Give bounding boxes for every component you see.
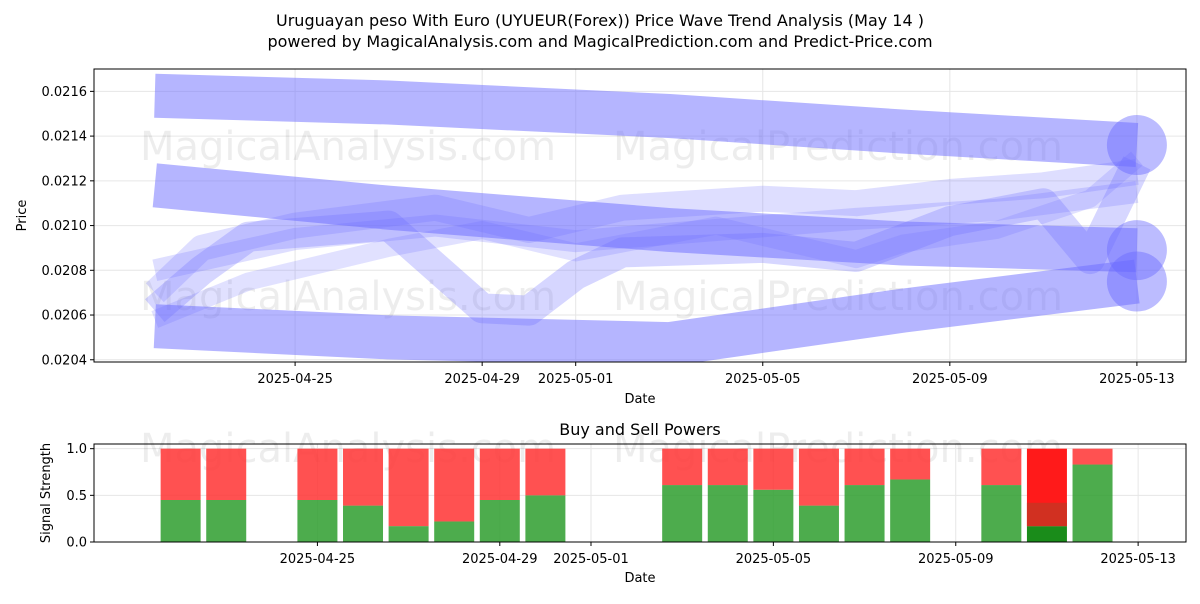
price-ytick-label-2: 0.0208 <box>42 264 88 279</box>
price-ytick-label-5: 0.0214 <box>42 130 88 145</box>
price-ytick-label-0: 0.0204 <box>42 353 88 368</box>
sell-bar-3 <box>343 448 384 506</box>
wave-band-2 <box>153 259 1140 362</box>
buy-bar-5 <box>434 521 475 542</box>
buy-bar-13 <box>890 479 931 542</box>
watermark-top-1: MagicalAnalysis.com <box>140 124 556 170</box>
sell-bar-0 <box>160 448 201 500</box>
buy-bar-11 <box>798 505 839 542</box>
power-ytick-label-0: 0.0 <box>66 536 87 551</box>
price-plot-area <box>145 73 1167 362</box>
sell-bar-1 <box>206 448 247 500</box>
wave-band-6 <box>151 151 1143 328</box>
buy-bar-4 <box>388 526 429 542</box>
price-xtick-label-1: 2025-04-29 <box>444 372 520 387</box>
buy-bar-2 <box>297 500 338 542</box>
buy-bar-9 <box>707 485 748 542</box>
wave-band-5 <box>152 181 1139 282</box>
buy-bar-8 <box>662 485 703 542</box>
buy-bar-0 <box>160 500 201 542</box>
buy-sell-chart: MagicalAnalysis.comMagicalPrediction.com… <box>39 420 1187 586</box>
price-xtick-label-4: 2025-05-09 <box>912 372 988 387</box>
sell-bar-6 <box>479 448 520 500</box>
wave-end-cap-2 <box>1106 251 1167 312</box>
price-xaxis-label: Date <box>624 392 655 407</box>
sell-bar-16 <box>1072 448 1113 465</box>
buy-bar-6 <box>479 500 520 542</box>
power-ytick-label-1: 0.5 <box>66 489 87 504</box>
buy-bar-3 <box>343 505 384 542</box>
power-xtick-label-5: 2025-05-13 <box>1100 552 1176 567</box>
buy-bar-16 <box>1072 464 1113 542</box>
power-xtick-label-2: 2025-05-01 <box>553 552 629 567</box>
power-axes-frame <box>93 443 1187 543</box>
power-xtick-label-0: 2025-04-25 <box>280 552 356 567</box>
price-axes-frame <box>93 68 1187 363</box>
sell-bar-14 <box>981 448 1022 486</box>
sell-bar-10 <box>753 448 794 490</box>
wave-band-3 <box>145 156 1151 326</box>
sell-bar-5 <box>434 448 475 522</box>
price-xtick-label-3: 2025-05-05 <box>725 372 801 387</box>
power-xtick-label-1: 2025-04-29 <box>462 552 538 567</box>
wave-band-4 <box>145 159 1139 303</box>
sell-bar-13 <box>890 448 931 480</box>
buy-bar-14 <box>981 485 1022 542</box>
buy-bar-1 <box>206 500 247 542</box>
price-ytick-label-4: 0.0212 <box>42 174 88 189</box>
sell-bar-4 <box>388 448 429 527</box>
sell-bar-7 <box>525 448 566 496</box>
wave-band-1 <box>152 163 1138 273</box>
power-xtick-label-4: 2025-05-09 <box>918 552 994 567</box>
buy-bar-15 <box>1026 526 1067 542</box>
price-chart: MagicalAnalysis.com MagicalPrediction.com… <box>15 68 1187 407</box>
power-xaxis-label: Date <box>624 571 655 586</box>
power-yaxis-label: Signal Strength <box>39 443 54 543</box>
price-xtick-label-2: 2025-05-01 <box>538 372 614 387</box>
sell-bar-8 <box>662 448 703 486</box>
overlap-bar-15 <box>1026 502 1067 527</box>
power-xtick-label-3: 2025-05-05 <box>736 552 812 567</box>
power-ytick-label-2: 1.0 <box>66 442 87 457</box>
sell-bar-9 <box>707 448 748 486</box>
power-chart-title: Buy and Sell Powers <box>559 420 721 439</box>
sell-bar-2 <box>297 448 338 500</box>
chart-title-line1: Uruguayan peso With Euro (UYUEUR(Forex))… <box>276 11 924 30</box>
price-xtick-label-5: 2025-05-13 <box>1099 372 1175 387</box>
price-xtick-label-0: 2025-04-25 <box>257 372 333 387</box>
sell-bar-12 <box>844 448 885 486</box>
price-ytick-label-1: 0.0206 <box>42 309 88 324</box>
price-yaxis-label: Price <box>15 200 30 232</box>
price-ytick-label-6: 0.0216 <box>42 85 88 100</box>
buy-bar-10 <box>753 489 794 542</box>
buy-bar-7 <box>525 495 566 542</box>
buy-bar-12 <box>844 485 885 542</box>
wave-band-0 <box>154 73 1139 167</box>
price-ytick-label-3: 0.0210 <box>42 219 88 234</box>
wave-end-cap-0 <box>1106 115 1167 176</box>
chart-title-line2: powered by MagicalAnalysis.com and Magic… <box>267 32 932 51</box>
sell-bar-11 <box>798 448 839 506</box>
